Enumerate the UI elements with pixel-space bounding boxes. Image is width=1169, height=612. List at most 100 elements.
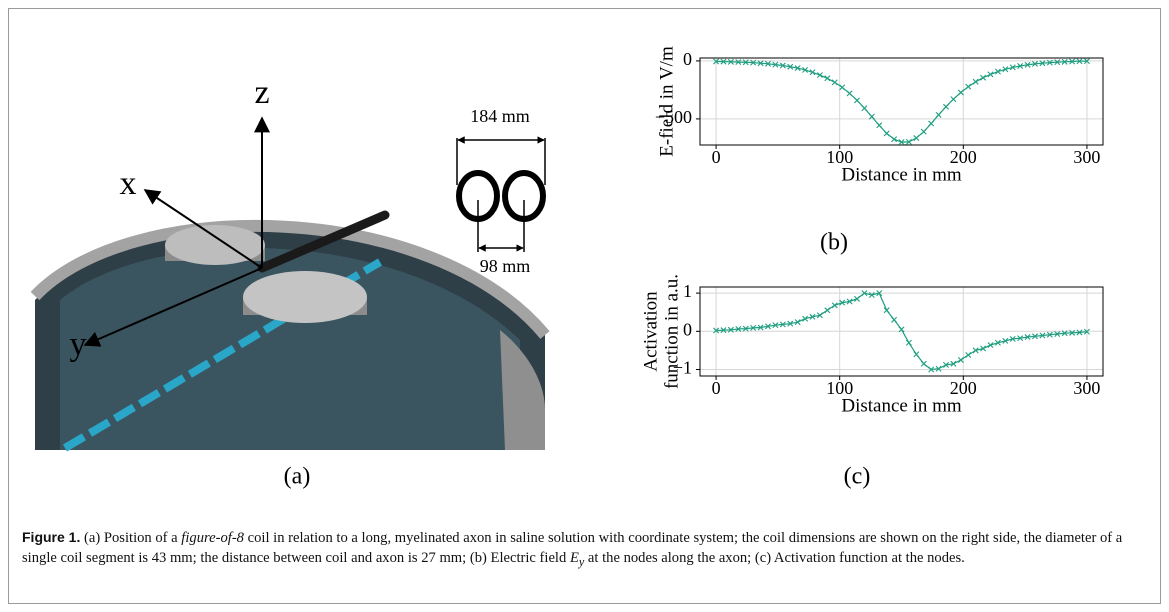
data-marker bbox=[816, 312, 823, 319]
data-marker bbox=[727, 326, 734, 333]
data-marker bbox=[876, 290, 883, 297]
data-marker bbox=[1046, 59, 1053, 66]
caption-label: Figure 1. bbox=[22, 529, 81, 545]
data-marker bbox=[854, 97, 860, 104]
data-marker bbox=[891, 136, 898, 143]
data-marker bbox=[943, 103, 949, 110]
y-tick-label: −500 bbox=[655, 107, 692, 127]
data-marker bbox=[1083, 328, 1090, 335]
caption-text: (a) Position of a bbox=[84, 530, 182, 546]
data-marker bbox=[935, 111, 942, 118]
dimension-line bbox=[456, 138, 546, 185]
data-marker bbox=[876, 122, 883, 129]
data-marker bbox=[1054, 330, 1061, 337]
data-marker bbox=[965, 83, 972, 90]
data-marker bbox=[765, 60, 771, 67]
data-marker bbox=[957, 89, 964, 96]
data-marker bbox=[802, 66, 809, 73]
y-tick-label: 0 bbox=[683, 319, 692, 339]
data-marker bbox=[920, 128, 927, 135]
data-marker bbox=[735, 326, 742, 333]
data-marker bbox=[1061, 330, 1068, 337]
data-marker bbox=[1002, 66, 1009, 73]
data-marker bbox=[972, 78, 979, 85]
data-marker bbox=[913, 135, 920, 142]
axis-label: z bbox=[254, 74, 269, 111]
y-axis-label: E-field in V/m bbox=[656, 46, 677, 157]
data-marker bbox=[794, 65, 801, 72]
data-marker bbox=[861, 290, 868, 297]
panel-label: (c) bbox=[844, 464, 871, 490]
data-marker bbox=[957, 356, 964, 363]
data-marker bbox=[965, 352, 972, 358]
dimension-label: 184 mm bbox=[470, 106, 530, 126]
coil-disk bbox=[165, 225, 265, 265]
data-marker bbox=[1024, 334, 1031, 341]
x-tick-label: 300 bbox=[1073, 147, 1100, 167]
caption: Figure 1. (a) Position of a figure-of-8 … bbox=[22, 527, 1147, 572]
data-marker bbox=[1076, 329, 1083, 336]
data-marker bbox=[883, 307, 890, 314]
data-marker bbox=[742, 59, 749, 66]
x-tick-label: 200 bbox=[950, 378, 977, 398]
data-marker bbox=[1017, 63, 1024, 69]
data-marker bbox=[742, 325, 749, 332]
data-marker bbox=[943, 361, 949, 368]
data-marker bbox=[950, 96, 957, 103]
x-axis-label: Distance in mm bbox=[841, 164, 962, 185]
data-marker bbox=[727, 58, 734, 65]
data-marker bbox=[980, 345, 987, 352]
x-axis-arrow bbox=[143, 189, 263, 269]
data-marker bbox=[972, 347, 979, 354]
data-marker bbox=[824, 307, 831, 314]
data-marker bbox=[1024, 61, 1031, 68]
y-axis-label: Activation bbox=[640, 291, 661, 372]
data-marker bbox=[802, 315, 809, 322]
data-marker bbox=[928, 366, 935, 373]
x-tick-label: 300 bbox=[1073, 378, 1100, 398]
data-marker bbox=[854, 295, 860, 302]
panel-label: (a) bbox=[284, 464, 311, 490]
data-marker bbox=[713, 327, 720, 334]
figure-frame bbox=[8, 8, 1161, 604]
data-marker bbox=[905, 339, 912, 346]
data-marker bbox=[846, 298, 853, 305]
data-marker bbox=[816, 72, 823, 79]
bowl-rim bbox=[30, 220, 550, 339]
data-marker bbox=[831, 79, 838, 86]
data-marker bbox=[1046, 331, 1053, 338]
data-marker bbox=[883, 130, 890, 137]
data-marker bbox=[787, 63, 794, 70]
data-marker bbox=[898, 139, 905, 146]
data-marker bbox=[1061, 58, 1068, 65]
bowl-wall bbox=[500, 330, 545, 450]
data-marker bbox=[787, 320, 794, 327]
data-marker bbox=[898, 326, 905, 333]
axes-frame bbox=[699, 286, 1104, 377]
caption-emphasis: figure-of-8 bbox=[181, 530, 244, 546]
data-marker bbox=[913, 351, 920, 358]
data-marker bbox=[935, 365, 942, 372]
data-marker bbox=[891, 316, 898, 323]
data-marker bbox=[1002, 337, 1009, 344]
data-marker bbox=[772, 61, 779, 68]
axes-frame bbox=[699, 57, 1104, 146]
data-marker bbox=[1017, 335, 1024, 342]
x-tick-label: 0 bbox=[712, 147, 721, 167]
data-marker bbox=[735, 59, 742, 66]
data-marker bbox=[765, 323, 771, 330]
dimension-line bbox=[477, 200, 525, 252]
data-marker bbox=[920, 360, 927, 367]
y-axis-arrow bbox=[83, 267, 263, 347]
y-tick-label: −1 bbox=[673, 358, 692, 378]
panel-label: (b) bbox=[820, 230, 848, 256]
data-marker bbox=[839, 299, 846, 306]
data-marker bbox=[1009, 335, 1016, 342]
data-marker bbox=[831, 302, 838, 309]
coil-handle bbox=[257, 210, 390, 273]
data-marker bbox=[868, 113, 875, 120]
caption-symbol: E bbox=[569, 550, 579, 566]
data-marker bbox=[713, 58, 720, 65]
data-marker bbox=[905, 138, 912, 145]
data-marker bbox=[1069, 58, 1076, 65]
